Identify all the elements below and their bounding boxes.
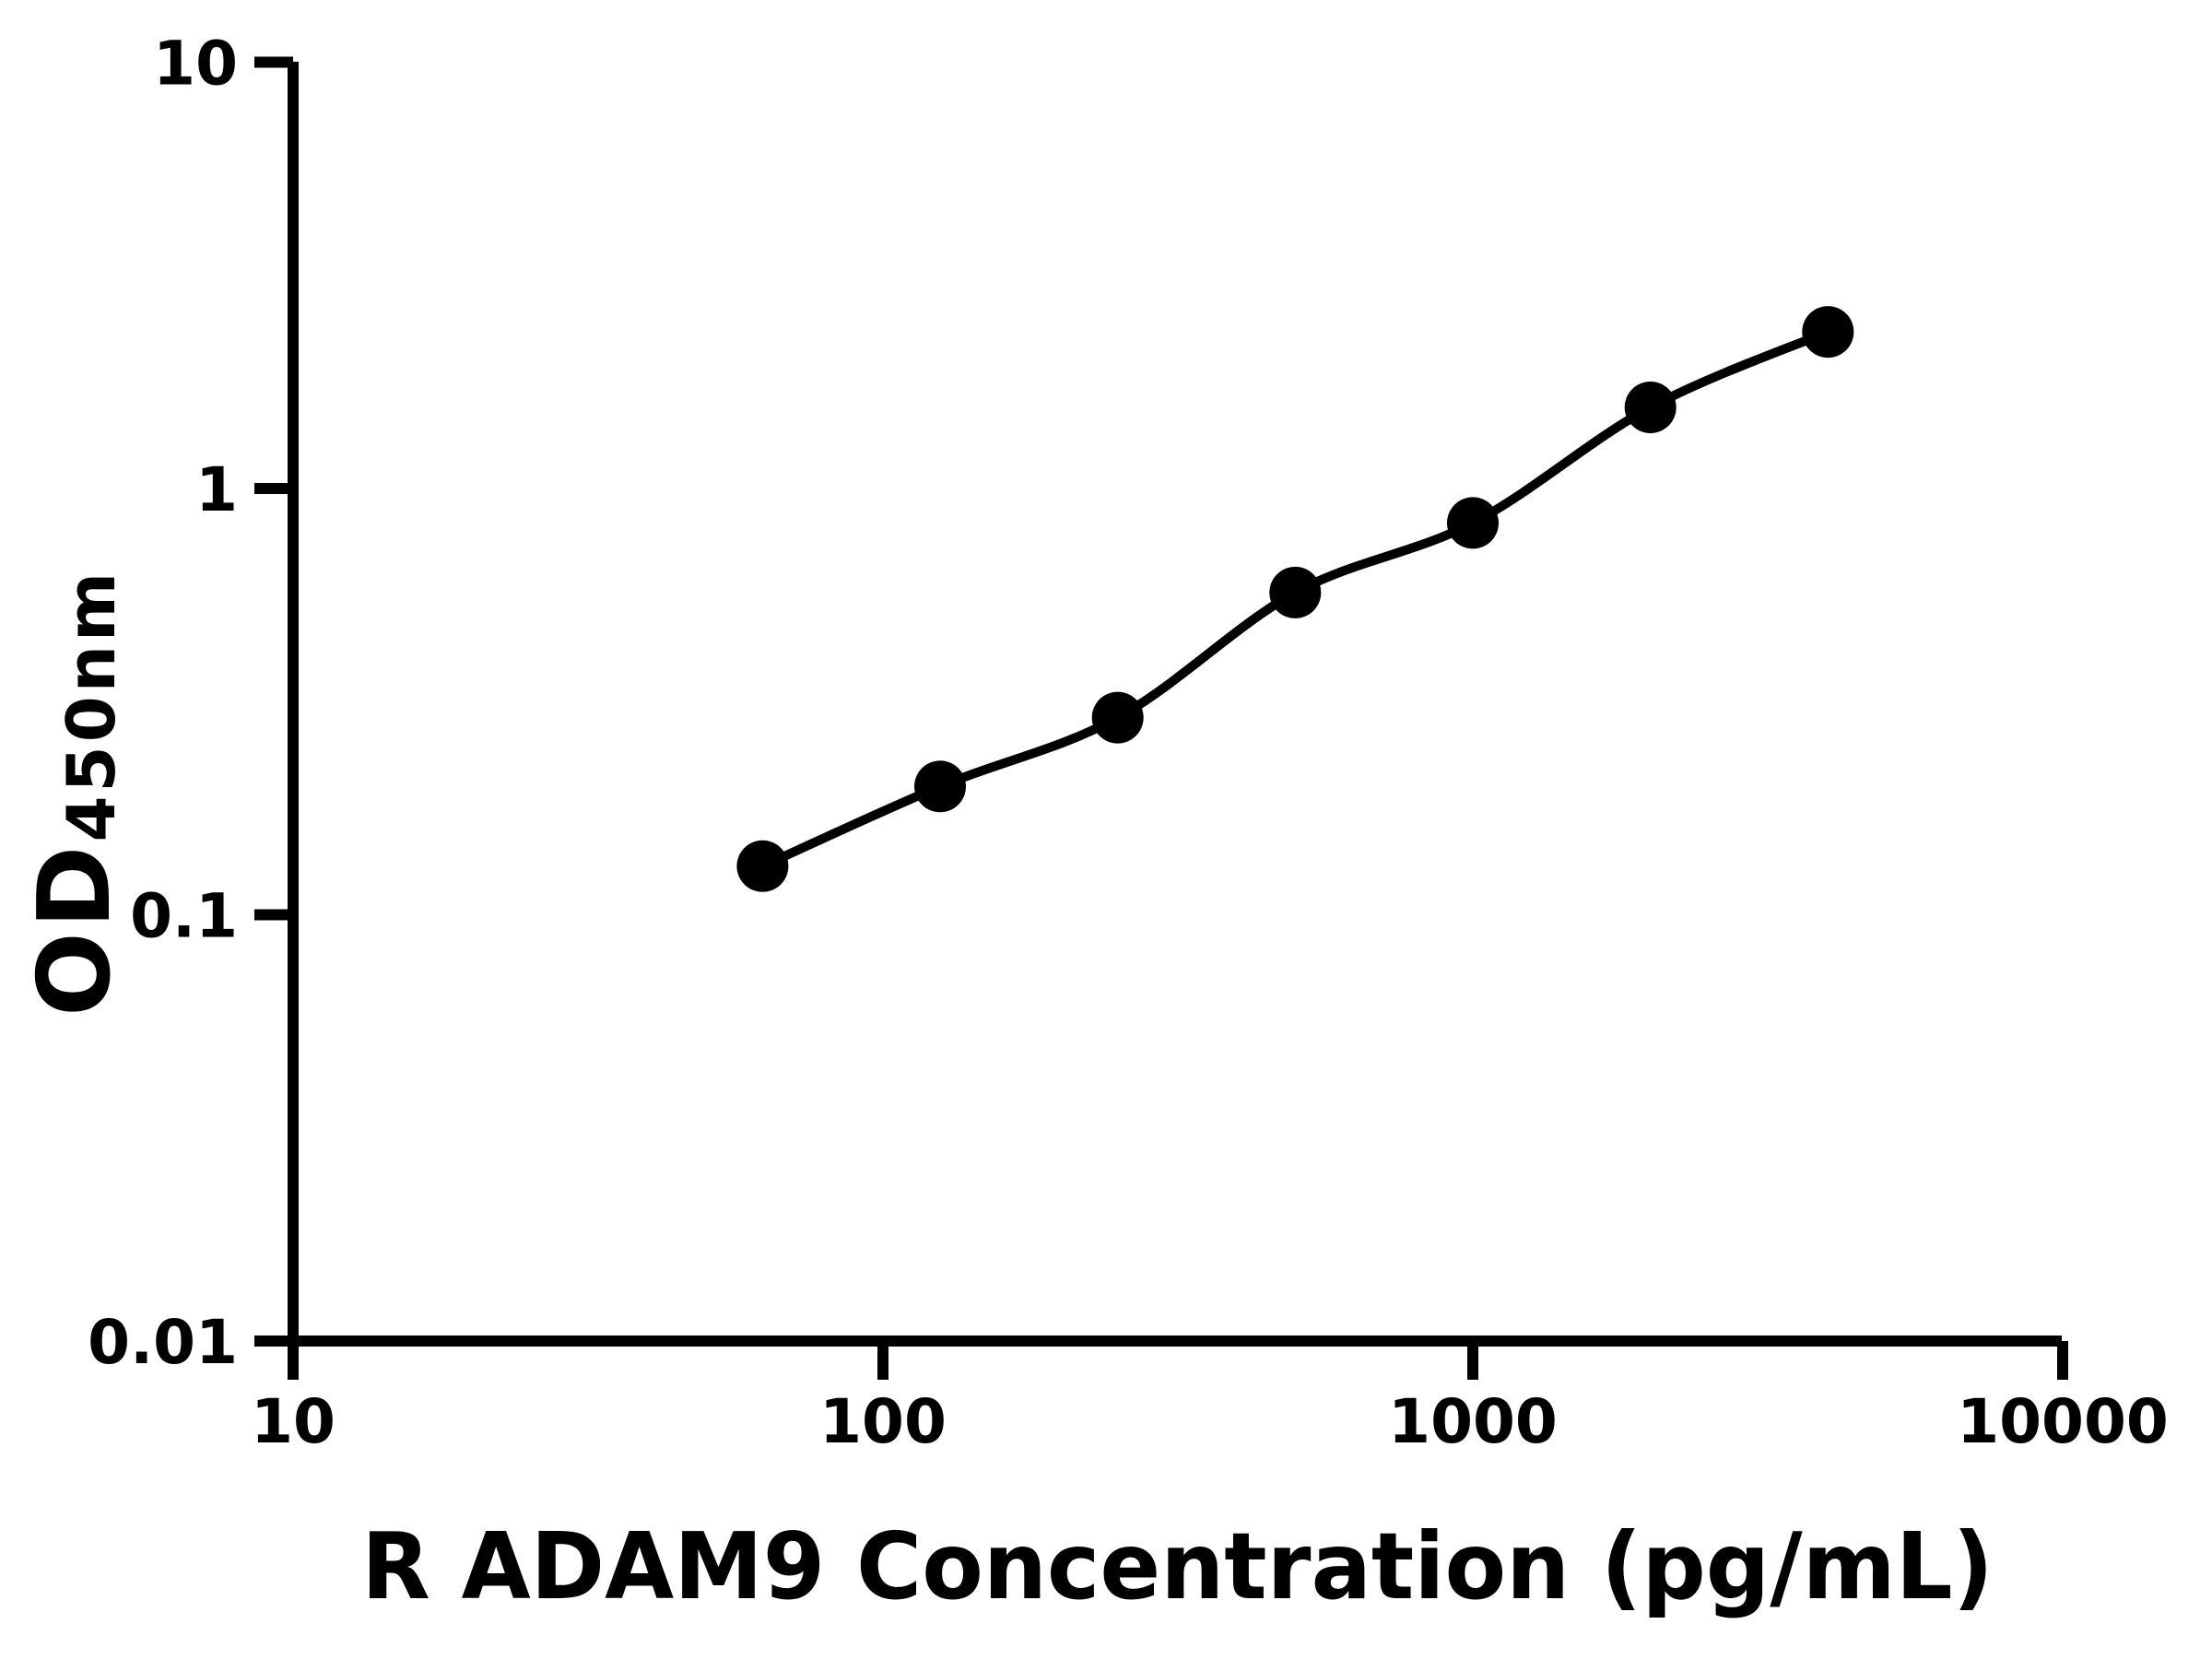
data-point [1269, 566, 1322, 618]
data-point [1091, 691, 1144, 744]
x-tick-label: 100 [819, 1386, 947, 1457]
x-axis-title: R ADAM9 Concentration (pg/mL) [361, 1512, 1994, 1620]
y-axis-title: OD450nm [18, 569, 133, 1017]
x-tick-label: 10000 [1957, 1386, 2169, 1457]
data-point [736, 840, 789, 892]
y-tick-label: 0.1 [130, 881, 238, 952]
data-point [1802, 306, 1854, 359]
data-point [1447, 497, 1499, 549]
y-tick-label: 10 [153, 29, 238, 100]
x-tick-label: 10 [251, 1386, 335, 1457]
data-point [914, 760, 966, 813]
data-point [1624, 382, 1677, 433]
y-axis-title-subscript: 450nm [53, 568, 130, 842]
y-tick-label: 0.01 [88, 1307, 238, 1378]
y-tick-label: 1 [195, 454, 238, 525]
x-tick-label: 1000 [1388, 1386, 1558, 1457]
y-axis-title-main: OD [18, 841, 133, 1018]
